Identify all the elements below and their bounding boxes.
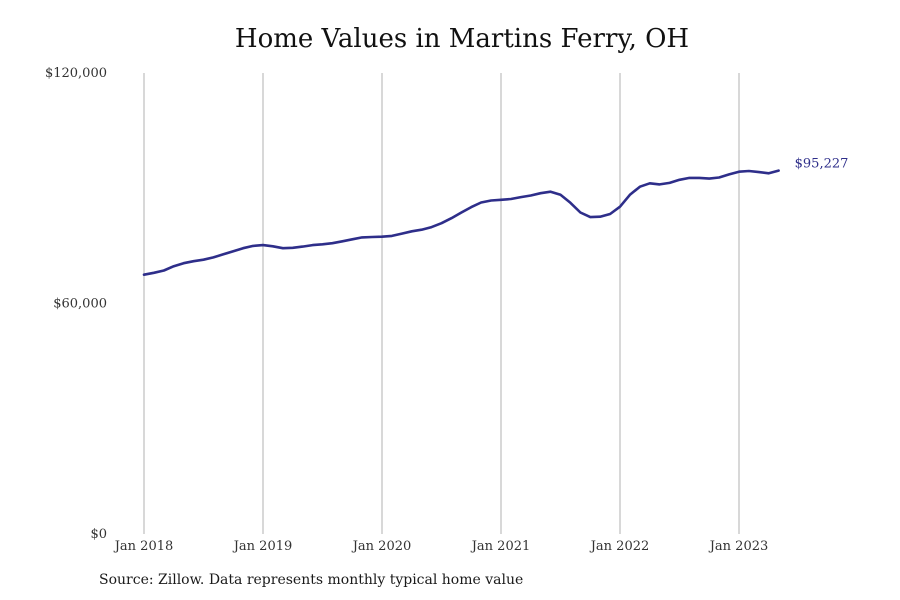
source-note: Source: Zillow. Data represents monthly … xyxy=(99,572,524,588)
x-tick-label: Jan 2019 xyxy=(232,539,293,554)
gridlines xyxy=(143,73,740,534)
x-tick-label: Jan 2018 xyxy=(113,539,174,554)
x-axis-ticks: Jan 2018 Jan 2019 Jan 2020 Jan 2021 Jan 2022… xyxy=(113,539,769,554)
x-tick-label: Jan 2023 xyxy=(708,539,769,554)
x-tick-label: Jan 2022 xyxy=(589,539,650,554)
y-tick-label: $120,000 xyxy=(45,66,107,81)
y-axis-ticks: $0 $60,000 $120,000 xyxy=(45,66,107,542)
series-layer xyxy=(142,169,780,277)
x-tick-label: Jan 2020 xyxy=(351,539,412,554)
x-tick-label: Jan 2021 xyxy=(470,539,531,554)
y-tick-label: $0 xyxy=(90,527,107,542)
end-value-label: $95,227 xyxy=(795,157,849,172)
series-line xyxy=(142,169,780,277)
y-tick-label: $60,000 xyxy=(53,297,107,312)
chart-title: Home Values in Martins Ferry, OH xyxy=(234,24,690,54)
end-label-layer: $95,227 xyxy=(795,157,849,172)
